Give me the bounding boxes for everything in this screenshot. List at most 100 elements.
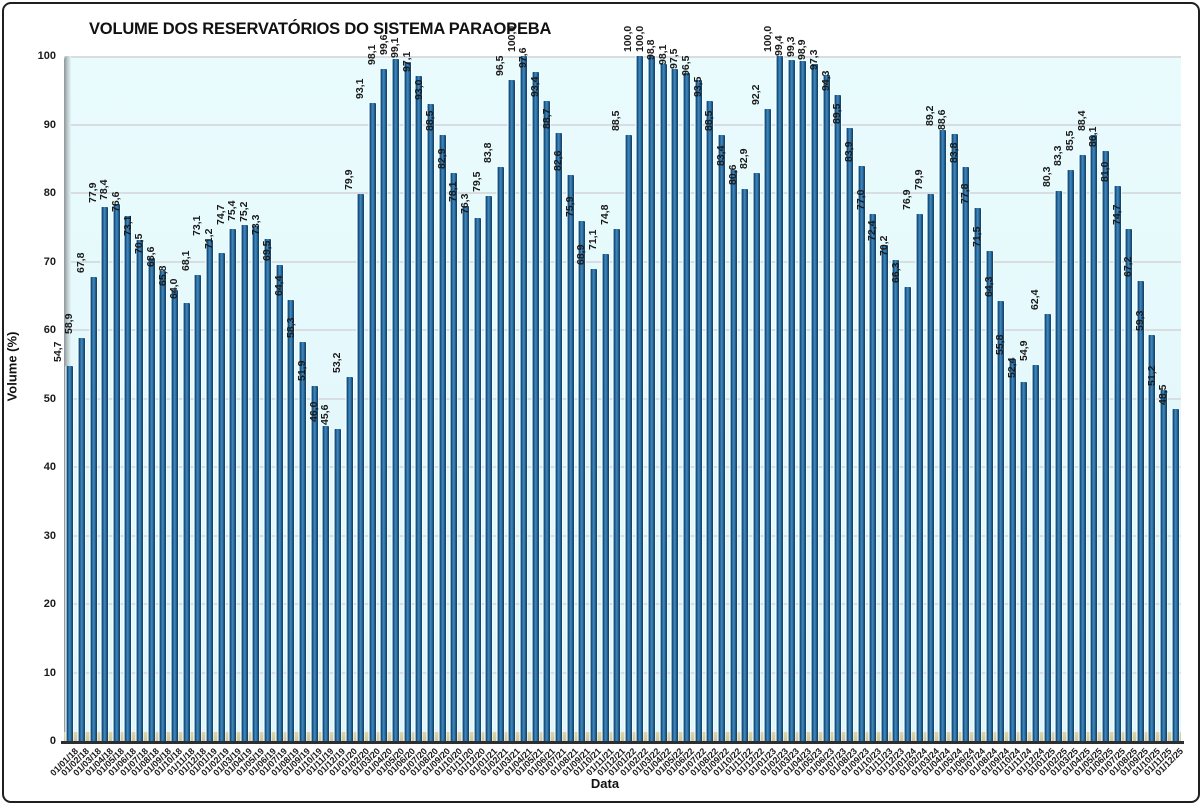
bar-value-label: 81,0 (1099, 161, 1111, 183)
bar-value-label: 89,2 (924, 105, 937, 126)
bar (112, 203, 120, 741)
bar (508, 79, 516, 741)
bar-value-label: 69,5 (261, 240, 274, 261)
gridline (64, 56, 1181, 58)
bar-value-label: 79,5 (470, 171, 483, 193)
bar (240, 224, 248, 741)
bar (717, 134, 725, 741)
bar-value-label: 88,4 (1075, 111, 1088, 132)
bar (973, 208, 981, 741)
bar (787, 60, 795, 741)
bar-value-label: 75,4 (226, 200, 239, 221)
bar (205, 240, 213, 741)
bar (159, 271, 167, 741)
bar (252, 225, 260, 741)
bar-value-label: 80,6 (726, 164, 739, 185)
y-tick-label: 40 (43, 461, 56, 473)
bar-value-label: 96,5 (680, 55, 693, 76)
bar (1090, 135, 1098, 741)
y-tick-label: 90 (43, 118, 56, 131)
bar-value-label: 83,4 (715, 145, 728, 166)
bar (403, 62, 411, 741)
bar (601, 253, 609, 741)
bar-value-label: 77,9 (86, 182, 99, 204)
bar-value-label: 65,8 (156, 265, 169, 287)
bar-value-label: 100,0 (621, 25, 634, 52)
bar (217, 253, 225, 741)
bar (1160, 390, 1168, 741)
bar-value-label: 88,7 (540, 108, 553, 130)
bar (473, 218, 481, 741)
bar (706, 100, 714, 741)
bar-value-label: 77,8 (959, 183, 972, 205)
bar-value-label: 93,0 (412, 79, 425, 100)
bar (182, 302, 190, 741)
bar (450, 173, 458, 741)
chart-title: VOLUME DOS RESERVATÓRIOS DO SISTEMA PARA… (89, 20, 552, 38)
bar (1043, 313, 1051, 741)
gridline (64, 603, 1181, 605)
bar (892, 260, 900, 741)
bar (427, 103, 435, 741)
bar-value-label: 66,3 (889, 262, 902, 283)
bar-value-label: 62,4 (1029, 289, 1042, 310)
bar-value-label: 74,7 (214, 204, 227, 226)
bar-value-label: 64,0 (168, 278, 181, 299)
bar-value-label: 86,1 (1087, 126, 1100, 148)
bar (136, 240, 144, 741)
bar (264, 238, 272, 741)
bar-value-label: 76,9 (901, 189, 914, 211)
bar (1032, 364, 1040, 741)
bar (904, 286, 912, 741)
bar (1066, 170, 1074, 741)
bar-value-label: 82,9 (435, 148, 448, 170)
y-tick-label: 50 (43, 392, 56, 405)
bar-value-label: 83,8 (947, 142, 960, 163)
bar-value-label: 75,9 (563, 196, 576, 218)
gridline (64, 671, 1181, 674)
bar (496, 166, 504, 741)
bar-value-label: 77,0 (854, 189, 867, 210)
x-axis-title: Data (590, 776, 620, 791)
y-tick-label: 10 (43, 666, 56, 679)
bar (950, 134, 958, 741)
bar (229, 229, 237, 741)
bar (985, 251, 993, 741)
bar (380, 69, 388, 741)
bar-value-label: 58,9 (63, 313, 76, 334)
bar (461, 206, 469, 741)
bar-value-label: 82,6 (552, 150, 565, 172)
bar (310, 385, 318, 741)
y-tick-label: 0 (49, 735, 56, 747)
bar-value-label: 71,2 (203, 228, 216, 250)
bar (520, 56, 528, 741)
bar-value-label: 74,8 (598, 204, 611, 225)
bar (555, 133, 562, 741)
bar-value-label: 93,4 (528, 76, 541, 98)
bar-value-label: 54,9 (1017, 340, 1030, 361)
bar-value-label: 59,3 (1133, 310, 1146, 331)
bar-value-label: 48,5 (1157, 384, 1170, 405)
bar-value-label: 100,0 (633, 25, 646, 52)
bar-value-label: 97,3 (808, 50, 821, 71)
bar-value-label: 99,4 (773, 35, 786, 57)
bar (333, 428, 341, 741)
bar (299, 341, 307, 741)
bar-value-label: 73,1 (121, 215, 134, 237)
bar-value-label: 97,6 (517, 48, 530, 69)
bar (1125, 229, 1133, 741)
bar-value-label: 98,8 (645, 39, 658, 61)
bar-value-label: 46,0 (307, 401, 320, 422)
bar (938, 129, 946, 741)
bar (345, 376, 353, 741)
bar (694, 79, 702, 741)
bar-value-label: 79,9 (912, 169, 925, 190)
bar-value-label: 93,5 (691, 76, 704, 97)
bar (776, 56, 784, 741)
bar (1020, 382, 1028, 741)
bar-value-label: 83,3 (1052, 145, 1065, 167)
bar (89, 276, 97, 741)
bar (822, 74, 830, 741)
bar (589, 269, 597, 741)
bar (1136, 280, 1144, 741)
